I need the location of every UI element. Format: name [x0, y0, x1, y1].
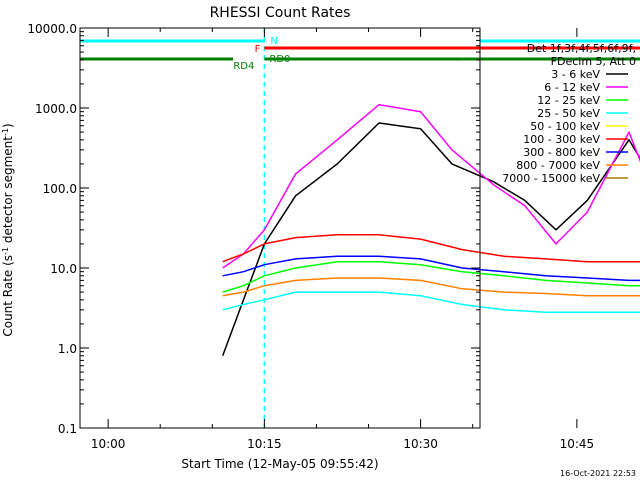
legend-entry-label: 800 - 7000 keV: [516, 159, 600, 172]
series-line: [222, 103, 640, 269]
annotation-layer: NFRD0RD4: [80, 36, 640, 72]
y-axis-label: Count Rate (s-1 detector segment-1): [1, 123, 16, 336]
series-line: [221, 122, 640, 357]
x-tick-label: 10:45: [560, 437, 595, 451]
legend-entry-label: 6 - 12 keV: [544, 81, 600, 94]
legend-entry-label: 100 - 300 keV: [523, 133, 600, 146]
y-axis-label-part: Count Rate (s: [1, 255, 15, 337]
y-tick-label: 100.0: [43, 182, 77, 196]
x-tick-label: 10:15: [247, 437, 282, 451]
legend-entry-label: 50 - 100 keV: [530, 120, 600, 133]
annotation-lines: [263, 28, 266, 428]
y-tick-label: 0.1: [58, 422, 77, 436]
legend-entry-label: 25 - 50 keV: [537, 107, 600, 120]
legend-entry-label: 12 - 25 keV: [537, 94, 600, 107]
series-layer: [221, 103, 640, 357]
y-tick-label: 1000.0: [35, 102, 77, 116]
y-axis-label-part: -1: [1, 128, 10, 136]
legend-header: Det 1f,3f,4f,5f,6f,9f,: [527, 42, 636, 55]
legend-entry-label: 3 - 6 keV: [551, 68, 600, 81]
y-tick-label: 10.0: [50, 262, 77, 276]
series-line: [222, 234, 640, 263]
segment-label: N: [270, 36, 277, 47]
segment-label: F: [255, 44, 261, 55]
y-axis-label-part: ): [1, 123, 15, 128]
series-line: [222, 255, 640, 282]
y-axis-label-part: -1: [1, 247, 10, 255]
x-axis-label: Start Time (12-May-05 09:55:42): [181, 457, 378, 471]
y-axis-label-part: detector segment: [1, 136, 15, 247]
x-tick-label: 10:30: [403, 437, 438, 451]
footer-date: 16-Oct-2021 22:53: [560, 469, 636, 478]
series-line: [222, 277, 640, 297]
series-line: [222, 291, 640, 313]
series-line: [222, 260, 640, 293]
ticks-layer: 0.1 1.0 10.0 100.0 1000.0 10000.0 10:00 10:15 10…: [27, 22, 595, 451]
chart-title: RHESSI Count Rates: [210, 5, 351, 21]
y-tick-label: 1.0: [58, 342, 77, 356]
legend-entry-label: 300 - 800 keV: [523, 146, 600, 159]
legend: Det 1f,3f,4f,5f,6f,9f,FDecim 5, Att 03 -…: [502, 42, 636, 185]
y-tick-label: 10000.0: [27, 22, 77, 36]
plot-frame: [79, 27, 481, 429]
legend-header: FDecim 5, Att 0: [551, 55, 636, 68]
segment-label: RD4: [233, 61, 254, 72]
x-tick-label: 10:00: [91, 437, 126, 451]
legend-entry-label: 7000 - 15000 keV: [502, 172, 600, 185]
